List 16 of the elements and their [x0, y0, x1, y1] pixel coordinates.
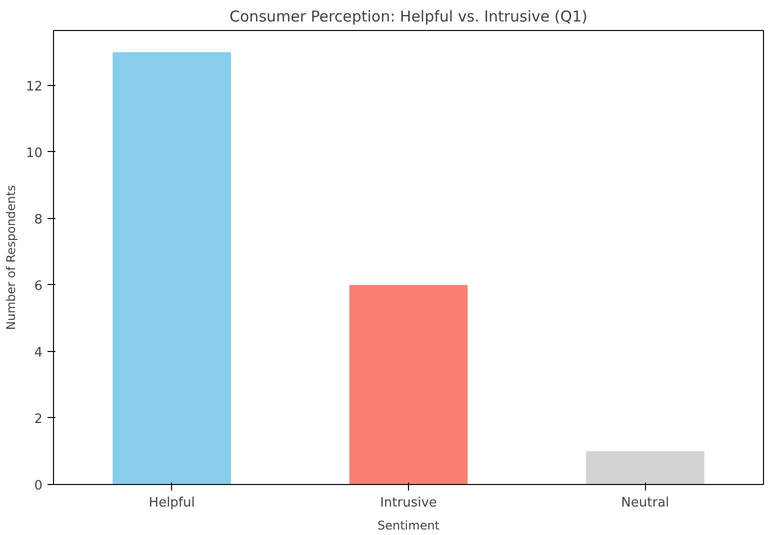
y-tick-label: 4 — [34, 345, 43, 360]
y-tick-label: 8 — [34, 212, 43, 228]
y-tick-label: 12 — [26, 79, 43, 94]
bar — [349, 284, 468, 484]
x-tick-label: Neutral — [621, 496, 670, 510]
y-tick-label: 10 — [26, 146, 43, 161]
bar — [112, 52, 231, 484]
x-tick-label: Helpful — [148, 496, 195, 510]
bar — [586, 451, 704, 484]
y-tick-label: 0 — [34, 478, 43, 494]
y-tick-label: 6 — [34, 278, 43, 294]
y-axis-title: Number of Respondents — [4, 185, 18, 330]
x-tick-label: Intrusive — [380, 496, 437, 510]
chart-title: Consumer Perception: Helpful vs. Intrusive (Q1) — [230, 8, 588, 26]
x-axis-title: Sentiment — [377, 518, 440, 532]
y-tick-label: 2 — [34, 412, 43, 427]
